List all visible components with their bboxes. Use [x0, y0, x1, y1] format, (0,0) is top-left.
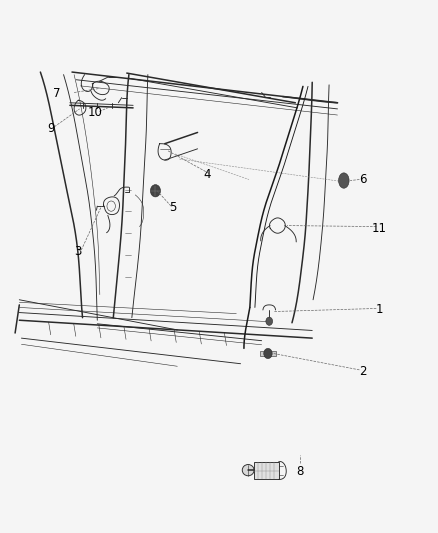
- Text: 9: 9: [47, 122, 55, 135]
- Text: 6: 6: [358, 173, 366, 186]
- Circle shape: [150, 184, 160, 197]
- Circle shape: [265, 317, 272, 325]
- Bar: [254, 462, 278, 479]
- Text: 2: 2: [358, 365, 366, 378]
- Ellipse shape: [242, 465, 254, 476]
- Ellipse shape: [338, 173, 348, 188]
- Text: 1: 1: [375, 303, 382, 317]
- Bar: [260, 351, 275, 356]
- Text: 5: 5: [169, 201, 177, 214]
- Text: 10: 10: [88, 107, 102, 119]
- Text: 8: 8: [295, 465, 303, 478]
- Text: 4: 4: [203, 168, 210, 181]
- Text: 7: 7: [53, 87, 61, 100]
- Text: 3: 3: [74, 245, 82, 257]
- Circle shape: [263, 349, 272, 359]
- Text: 11: 11: [371, 222, 386, 235]
